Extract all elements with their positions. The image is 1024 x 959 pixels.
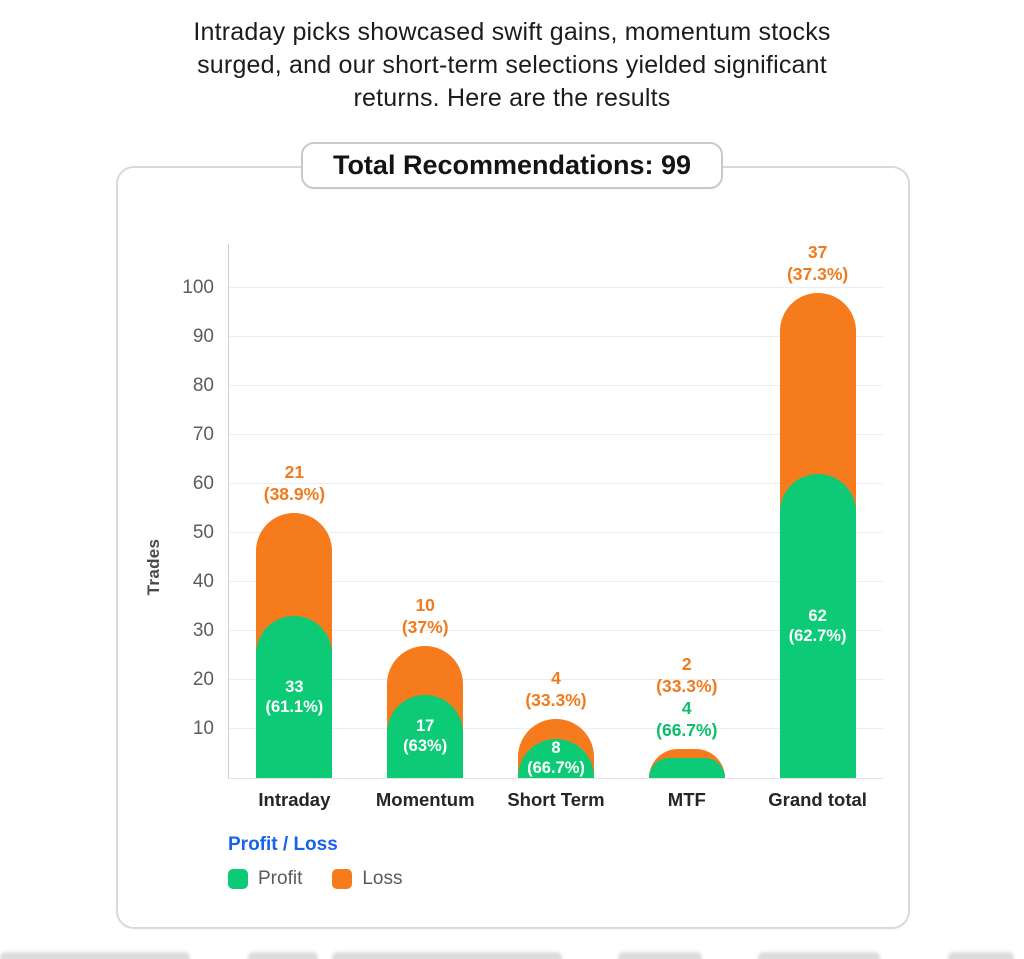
bar-short-term-loss-pct: (33.3%) bbox=[525, 690, 587, 711]
gridline-30 bbox=[229, 630, 883, 631]
bar-mtf-above-labels: 2 (33.3%) 4 (66.7%) bbox=[607, 653, 767, 741]
y-tick-20: 20 bbox=[192, 669, 214, 690]
bar-intraday-loss-pct: (38.9%) bbox=[263, 484, 326, 505]
y-tick-50: 50 bbox=[192, 522, 214, 543]
y-tick-80: 80 bbox=[192, 375, 214, 396]
bar-group-intraday: 21 (38.9%) 33 (61.1%) Intraday bbox=[229, 244, 360, 810]
headline-line-1: Intraday picks showcased swift gains, mo… bbox=[193, 18, 831, 46]
bar-mtf-loss-segment bbox=[648, 748, 725, 778]
bar-short-term-profit-label: 8 (66.7%) bbox=[527, 739, 585, 778]
legend-label-loss: Loss bbox=[362, 868, 403, 889]
gridline-60 bbox=[229, 483, 883, 484]
bar-momentum-loss-value: 10 bbox=[415, 594, 435, 615]
bar-short-term-loss-value: 4 bbox=[551, 668, 561, 689]
y-tick-100: 100 bbox=[182, 277, 214, 298]
x-label-grand-total: Grand total bbox=[768, 789, 867, 810]
bar-momentum-profit-segment: 17 (63%) bbox=[387, 694, 464, 778]
y-axis-line bbox=[228, 244, 229, 778]
legend-title: Profit / Loss bbox=[228, 834, 338, 855]
bar-grand-total-profit-label: 62 (62.7%) bbox=[788, 607, 847, 646]
gridline-80 bbox=[229, 385, 883, 386]
bar-mtf-profit-pct: (66.7%) bbox=[656, 719, 718, 740]
gridline-100 bbox=[229, 287, 883, 288]
bar-mtf-profit-value: 4 bbox=[681, 697, 692, 718]
bar-grand-total-loss-pct: (37.3%) bbox=[786, 263, 849, 284]
headline-line-3: returns. Here are the results bbox=[353, 84, 671, 112]
legend-item-profit: Profit bbox=[228, 868, 302, 890]
gridline-90 bbox=[229, 336, 883, 337]
loss-swatch-icon bbox=[332, 869, 353, 889]
y-tick-70: 70 bbox=[192, 424, 214, 445]
y-tick-10: 10 bbox=[192, 718, 214, 739]
gridline-40 bbox=[229, 581, 883, 582]
bar-short-term-profit-segment: 8 (66.7%) bbox=[517, 738, 594, 778]
bar-intraday-profit-segment: 33 (61.1%) bbox=[256, 616, 333, 778]
total-recommendations-badge: Total Recommendations: 99 bbox=[300, 142, 724, 189]
legend-item-loss: Loss bbox=[332, 868, 403, 890]
y-axis-title: Trades bbox=[144, 538, 163, 596]
bar-grand-total-profit-segment: 62 (62.7%) bbox=[779, 474, 856, 778]
bar-group-short-term: 4 (33.3%) 8 (66.7%) Short Term bbox=[491, 244, 622, 810]
chart-card: Trades 21 (38.9%) 33 (61.1%) Intraday 10 (37%)… bbox=[116, 166, 910, 929]
badge-row: Total Recommendations: 99 bbox=[0, 142, 1024, 189]
bar-grand-total-loss-value: 37 bbox=[807, 241, 828, 262]
gridline-20 bbox=[229, 679, 883, 680]
gridline-50 bbox=[229, 532, 883, 533]
headline-line-2: surged, and our short-term selections yi… bbox=[197, 51, 827, 79]
x-label-intraday: Intraday bbox=[258, 789, 331, 810]
bar-momentum-above-labels: 10 (37%) bbox=[345, 594, 505, 638]
bar-mtf-profit-segment bbox=[648, 758, 725, 778]
legend-label-profit: Profit bbox=[258, 868, 303, 889]
cutoff-content-strip bbox=[0, 947, 1024, 959]
bar-momentum-loss-pct: (37%) bbox=[401, 616, 449, 637]
bar-momentum-loss-segment: 17 (63%) bbox=[387, 645, 464, 778]
bar-intraday-profit-label: 33 (61.1%) bbox=[265, 678, 324, 717]
x-label-mtf: MTF bbox=[667, 789, 706, 810]
bar-grand-total-loss-segment: 62 (62.7%) bbox=[779, 292, 856, 778]
bar-short-term-loss-segment: 8 (66.7%) bbox=[517, 719, 594, 778]
bar-intraday-above-labels: 21 (38.9%) bbox=[214, 461, 374, 505]
headline: Intraday picks showcased swift gains, mo… bbox=[0, 16, 1024, 115]
bar-short-term-above-labels: 4 (33.3%) bbox=[476, 667, 636, 711]
y-tick-30: 30 bbox=[192, 620, 214, 641]
bars-container: 21 (38.9%) 33 (61.1%) Intraday 10 (37%) 17 (63%)… bbox=[229, 242, 883, 810]
bar-group-momentum: 10 (37%) 17 (63%) Momentum bbox=[360, 244, 491, 810]
bar-group-grand-total: 37 (37.3%) 62 (62.7%) Grand total bbox=[752, 242, 883, 810]
bar-group-mtf: 2 (33.3%) 4 (66.7%) MTF bbox=[621, 244, 752, 810]
bar-intraday-loss-segment: 33 (61.1%) bbox=[256, 513, 333, 778]
legend: Profit / Loss Profit Loss bbox=[228, 834, 403, 890]
profit-swatch-icon bbox=[228, 869, 248, 889]
bar-grand-total-above-labels: 37 (37.3%) bbox=[738, 241, 898, 285]
bar-momentum-profit-label: 17 (63%) bbox=[403, 717, 448, 756]
bar-intraday-loss-value: 21 bbox=[284, 462, 305, 483]
legend-items: Profit Loss bbox=[228, 868, 403, 890]
bar-mtf-loss-value: 2 bbox=[681, 653, 692, 674]
bar-mtf-loss-pct: (33.3%) bbox=[656, 675, 718, 696]
gridline-70 bbox=[229, 434, 883, 435]
plot-area: 21 (38.9%) 33 (61.1%) Intraday 10 (37%) 17 (63%)… bbox=[182, 242, 883, 810]
y-tick-90: 90 bbox=[192, 326, 214, 347]
x-label-short-term: Short Term bbox=[507, 789, 605, 810]
x-label-momentum: Momentum bbox=[375, 789, 475, 810]
y-tick-40: 40 bbox=[192, 571, 214, 592]
y-tick-60: 60 bbox=[192, 473, 214, 494]
